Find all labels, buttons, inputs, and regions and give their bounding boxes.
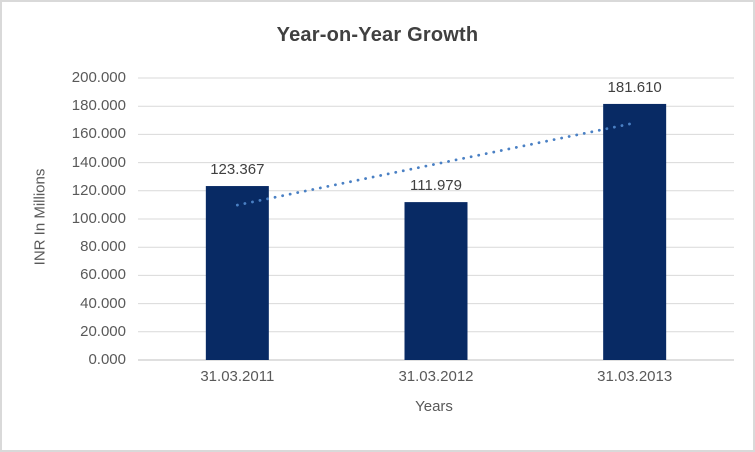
bar-data-label: 181.610 [607,78,662,96]
x-tick-label: 31.03.2013 [597,368,673,385]
y-tick-label: 200.000 [71,69,126,86]
y-tick-label: 40.000 [80,294,126,312]
y-tick-label: 100.000 [71,210,126,227]
bar-data-label: 123.367 [210,161,265,179]
y-tick-label: 160.000 [71,125,126,143]
x-tick-label: 31.03.2011 [200,368,275,385]
y-tick-label: 120.000 [71,181,126,199]
y-tick-label: 60.000 [80,266,126,284]
chart-title: Year-on-Year Growth [276,24,479,46]
bar [404,202,468,360]
bar [603,103,667,360]
bar [205,186,269,360]
y-tick-label: 180.000 [71,97,126,115]
x-tick-label: 31.03.2012 [398,368,474,385]
x-axis-title: Years [415,398,453,415]
y-tick-label: 80.000 [80,238,126,256]
trendline [235,121,637,207]
y-tick-label: 140.000 [71,153,126,171]
y-tick-label: 20.000 [80,322,126,340]
bar-data-label: 111.979 [410,177,462,195]
y-tick-label: 0.000 [88,351,126,368]
